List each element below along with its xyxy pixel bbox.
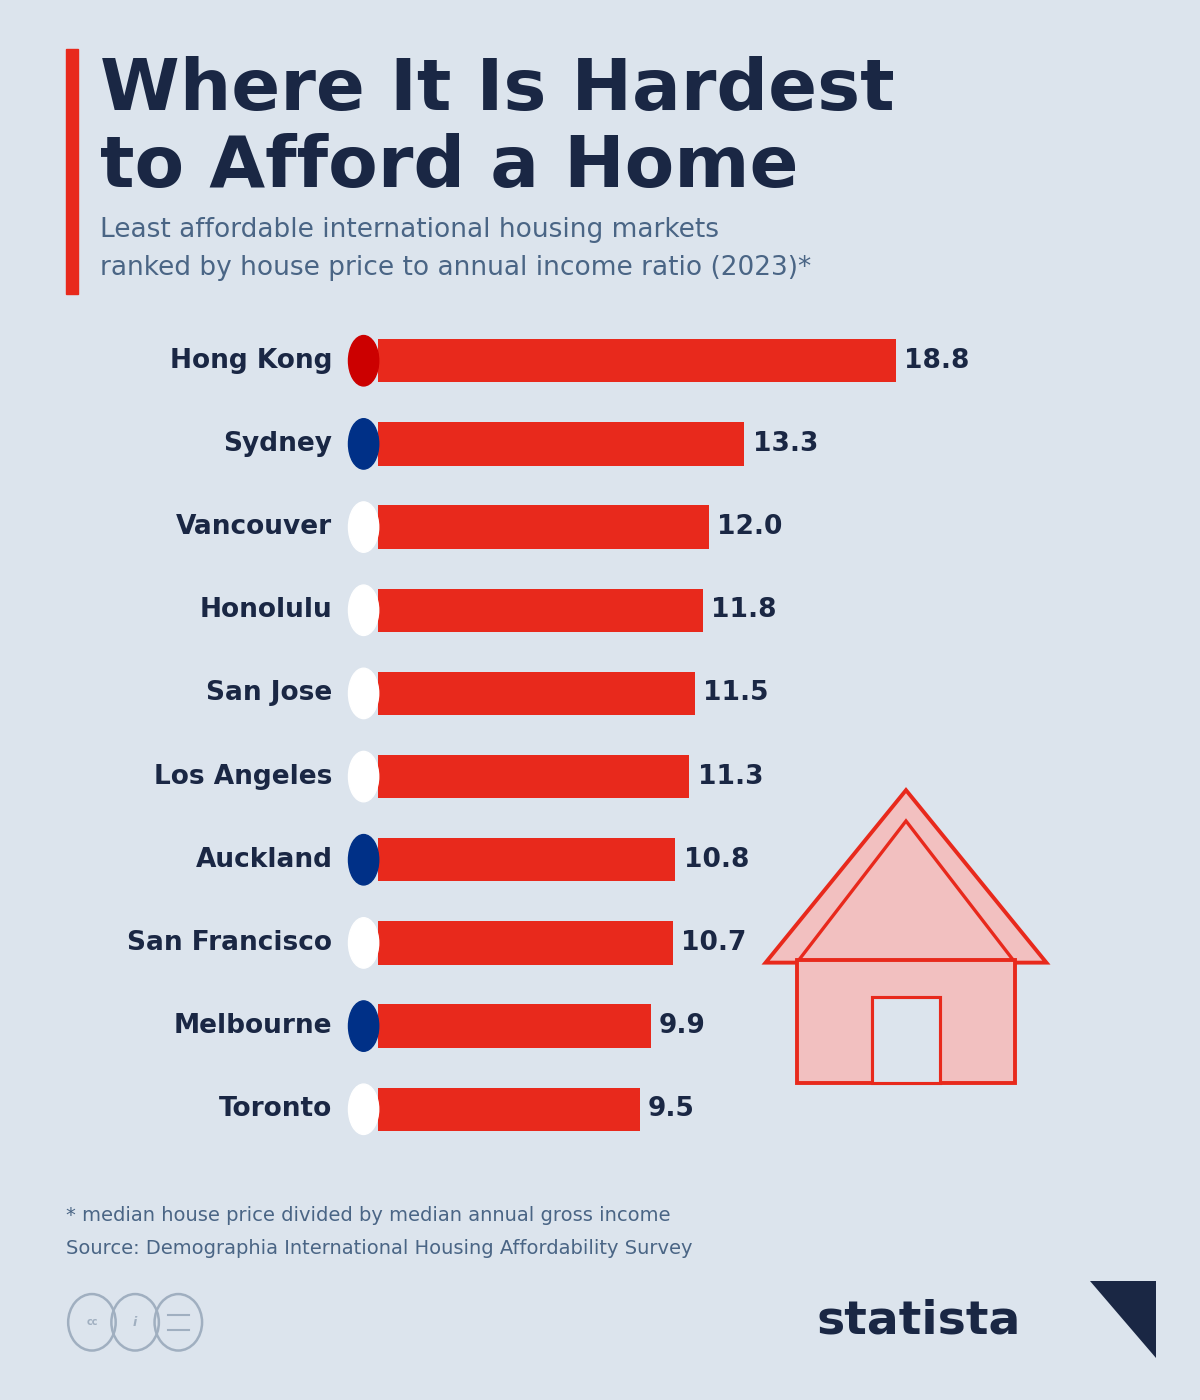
Text: * median house price divided by median annual gross income: * median house price divided by median a… [66,1205,671,1225]
Bar [378,339,896,382]
Text: San Francisco: San Francisco [127,930,332,956]
Text: 9.9: 9.9 [659,1014,706,1039]
Text: 18.8: 18.8 [904,347,970,374]
Text: Hong Kong: Hong Kong [170,347,332,374]
Text: Vancouver: Vancouver [176,514,332,540]
Bar [378,1004,650,1047]
Bar [378,1088,640,1131]
Text: Source: Demographia International Housing Affordability Survey: Source: Demographia International Housin… [66,1239,692,1259]
Text: 11.8: 11.8 [712,598,776,623]
Text: 11.3: 11.3 [697,763,763,790]
Text: Los Angeles: Los Angeles [154,763,332,790]
Bar [378,921,673,965]
Text: San Jose: San Jose [206,680,332,707]
Text: Melbourne: Melbourne [174,1014,332,1039]
Text: statista: statista [816,1299,1020,1344]
Text: 13.3: 13.3 [752,431,818,456]
Text: Where It Is Hardest: Where It Is Hardest [100,56,894,125]
Bar [378,423,744,466]
Polygon shape [1090,1281,1156,1358]
Text: Auckland: Auckland [196,847,332,872]
Polygon shape [766,790,1046,963]
Text: ranked by house price to annual income ratio (2023)*: ranked by house price to annual income r… [100,255,811,281]
Text: i: i [133,1316,137,1329]
Bar [797,959,1015,1082]
Text: 9.5: 9.5 [648,1096,695,1123]
Text: 12.0: 12.0 [716,514,782,540]
Text: to Afford a Home: to Afford a Home [100,133,798,202]
Bar [378,755,689,798]
Text: 10.8: 10.8 [684,847,749,872]
Bar [378,672,695,715]
Bar [871,997,941,1082]
Text: cc: cc [86,1317,97,1327]
Text: Toronto: Toronto [220,1096,332,1123]
Text: 11.5: 11.5 [703,680,768,707]
Text: 10.7: 10.7 [680,930,746,956]
Text: Sydney: Sydney [223,431,332,456]
Bar [378,588,703,631]
Text: Honolulu: Honolulu [199,598,332,623]
Bar [378,505,708,549]
Text: Least affordable international housing markets: Least affordable international housing m… [100,217,719,244]
Bar [378,839,676,882]
